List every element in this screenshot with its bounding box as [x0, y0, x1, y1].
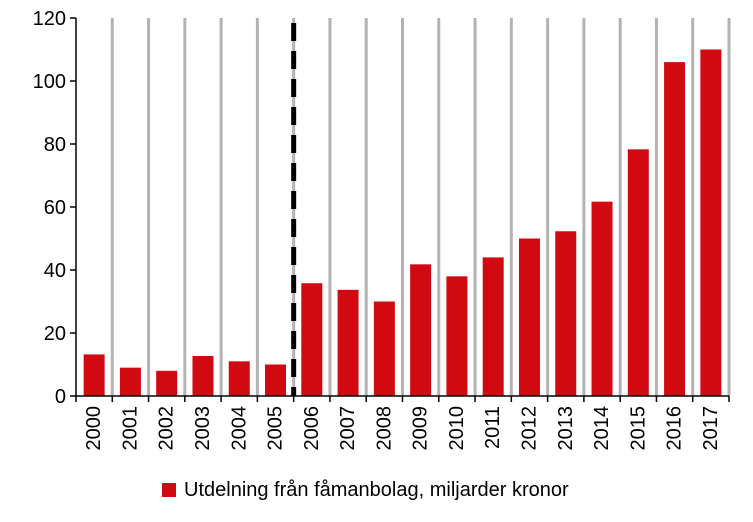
y-tick-label: 20 [44, 323, 66, 345]
bar-2005 [265, 364, 287, 396]
x-tick-label-2014: 2014 [591, 406, 613, 451]
bar-2007 [337, 289, 359, 396]
bar-2004 [228, 361, 250, 396]
bar-2000 [83, 354, 105, 396]
legend-label: Utdelning från fåmanbolag, miljarder kro… [184, 478, 569, 501]
x-tick-label-2010: 2010 [446, 406, 468, 451]
x-tick-label-2011: 2011 [482, 406, 504, 449]
x-tick-label-2012: 2012 [518, 406, 540, 451]
y-tick-label: 40 [44, 260, 66, 282]
x-tick-label-2001: 2001 [119, 406, 141, 451]
y-tick-label: 0 [55, 386, 66, 408]
bar-2015 [627, 149, 649, 396]
bar-2001 [119, 367, 141, 396]
x-tick-label-2002: 2002 [156, 406, 178, 451]
bar-2012 [518, 238, 540, 396]
y-tick-label: 100 [33, 71, 66, 93]
y-tick-labels: 0 20 40 60 80 100 120 [33, 8, 66, 408]
x-tick-label-2008: 2008 [373, 406, 395, 451]
bar-2002 [156, 370, 178, 396]
bar-2006 [301, 283, 323, 396]
x-tick-label-2015: 2015 [627, 406, 649, 451]
bar-2009 [410, 264, 432, 396]
bar-2017 [700, 49, 722, 396]
x-tick-labels: 2000 2001 2002 2003 2004 2005 2006 2007 2008 2009… [83, 406, 722, 451]
x-tick-label-2017: 2017 [700, 406, 722, 451]
legend-swatch [162, 483, 176, 497]
x-tick-label-2013: 2013 [555, 406, 577, 451]
x-tick-label-2003: 2003 [192, 406, 214, 451]
y-tick-label: 120 [33, 8, 66, 30]
x-tick-label-2006: 2006 [301, 406, 323, 451]
x-tick-label-2009: 2009 [410, 406, 432, 451]
x-tick-label-2007: 2007 [337, 406, 359, 451]
y-tick-label: 60 [44, 197, 66, 219]
x-tick-label-2005: 2005 [265, 406, 287, 451]
axes [70, 17, 730, 402]
bar-2014 [591, 201, 613, 396]
bar-2013 [555, 231, 577, 396]
y-tick-label: 80 [44, 134, 66, 156]
bar-2003 [192, 355, 214, 396]
bars [83, 49, 722, 396]
bar-2008 [373, 301, 395, 396]
x-tick-label-2004: 2004 [228, 406, 250, 451]
x-tick-label-2016: 2016 [664, 406, 686, 451]
bar-2011 [482, 257, 504, 396]
legend: Utdelning från fåmanbolag, miljarder kro… [162, 478, 569, 502]
bar-2010 [446, 276, 468, 396]
bar-2016 [664, 62, 686, 396]
x-tick-label-2000: 2000 [83, 406, 105, 451]
